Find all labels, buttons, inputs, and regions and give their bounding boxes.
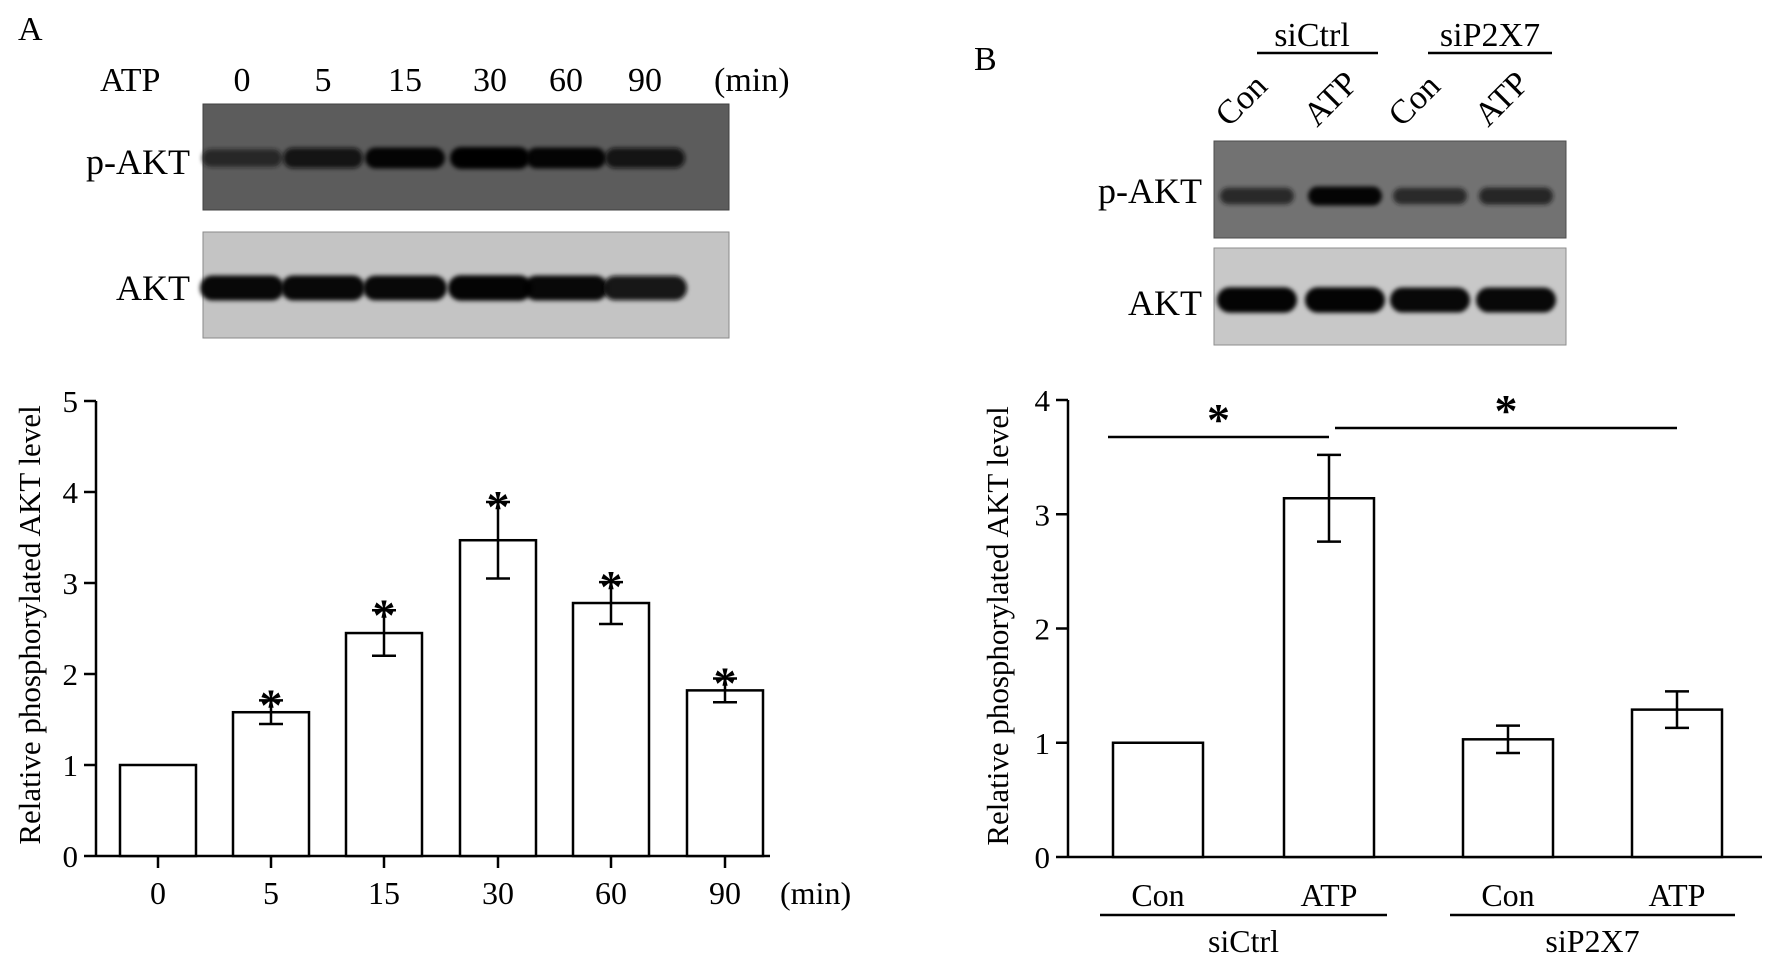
chart-a-ylabel: Relative phosphorylated AKT level [12,405,47,844]
blot-band [281,275,365,301]
significance-mark: * [373,589,396,640]
blot-band [1217,287,1297,313]
panel-a-blot: ATP 0 5 15 30 60 90 (min) p-AKT AKT [86,62,790,339]
panel-a-letter: A [18,11,43,48]
x-tick-label: 30 [482,875,514,911]
blot-a-lane-label: 15 [388,62,422,99]
blot-a-lane-label: 30 [473,62,507,99]
blot-band [200,275,284,301]
bar [1461,738,1555,859]
blot-b-lane-label: Con [1208,67,1274,133]
bar [231,710,311,858]
y-tick-label: 1 [1035,726,1051,761]
group-label: siP2X7 [1545,923,1639,959]
bar [685,689,765,858]
blot-a-lane-label: 60 [549,62,583,99]
blot-band [202,149,282,167]
blot-band [1220,187,1294,205]
y-tick-label: 2 [1035,612,1051,647]
blot-a-row-label-total: AKT [116,268,190,308]
x-tick-label: Con [1131,877,1184,913]
chart-b: Relative phosphorylated AKT level 0 1 2 3 4 C… [980,383,1762,959]
comparison-significance: * [1495,385,1518,436]
blot-a-bands-phospho [202,147,685,169]
group-label: siCtrl [1208,923,1279,959]
blot-b-bands-total [1217,287,1556,313]
bar [118,763,198,858]
blot-band [1390,287,1470,313]
blot-a-treatment-label: ATP [100,62,160,99]
blot-band [283,147,363,169]
blot-band [526,147,606,169]
blot-b-lane-label: Con [1381,67,1447,133]
bar [1111,741,1205,859]
blot-b-lane-label: ATP [1296,65,1365,134]
blot-band [524,275,608,301]
y-tick-label: 5 [63,384,79,419]
chart-a: Relative phosphorylated AKT level 0 1 2 3 4 5… [12,384,851,911]
bar [344,631,424,858]
blot-band [605,147,685,169]
x-tick-label: Con [1481,877,1534,913]
blot-b-bands-phospho [1220,186,1553,206]
bar [458,538,538,858]
y-tick-label: 3 [1035,497,1051,532]
chart-a-marks: 0 1 2 3 4 5 0 * 5 * 15 * 30 * 60 * 90 [63,384,770,911]
blot-band [448,275,532,301]
x-tick-label: 60 [595,875,627,911]
x-tick-label: 15 [368,875,400,911]
blot-a-unit-label: (min) [714,62,790,99]
y-tick-label: 3 [63,566,79,601]
blot-band [365,147,445,169]
blot-a-lane-label: 0 [234,62,251,99]
y-tick-label: 4 [63,475,79,510]
y-tick-label: 4 [1035,383,1051,418]
blot-band [1305,287,1385,313]
chart-b-marks: 0 1 2 3 4 Con ATP Con ATP * * siCtrl siP2X7 [1035,383,1762,959]
comparison-significance: * [1207,394,1230,445]
x-tick-label: 0 [150,875,166,911]
panel-a: A ATP 0 5 15 30 60 90 (min) p-AKT AKT Relativ… [12,11,851,911]
significance-mark: * [260,679,283,730]
y-tick-label: 1 [63,748,79,783]
blot-b-row-label-phospho: p-AKT [1098,171,1202,211]
chart-a-x-unit: (min) [780,875,851,911]
blot-band [603,275,687,301]
x-tick-label: 5 [263,875,279,911]
y-tick-label: 2 [63,657,79,692]
blot-band [1476,287,1556,313]
blot-b-lane-labels: Con ATP Con ATP [1208,65,1536,134]
blot-a-row-label-phospho: p-AKT [86,142,190,182]
blot-b-row-label-total: AKT [1128,283,1202,323]
blot-b-group-label-sictrl: siCtrl [1274,17,1350,54]
chart-b-ylabel: Relative phosphorylated AKT level [980,406,1015,845]
blot-a-bands-total [200,275,687,301]
y-tick-label: 0 [1035,840,1051,875]
y-tick-label: 0 [63,839,79,874]
bar [1282,497,1376,859]
blot-band [1393,187,1467,205]
x-tick-label: ATP [1649,877,1706,913]
blot-a-lane-label: 5 [315,62,332,99]
blot-band [363,275,447,301]
blot-a-lane-label: 90 [628,62,662,99]
blot-band [1479,187,1553,205]
panel-b-blot: siCtrl siP2X7 Con ATP Con ATP p-AKT AKT [1098,17,1567,346]
panel-b: B siCtrl siP2X7 Con ATP Con ATP p-AKT AKT R… [974,17,1762,959]
bar [1630,708,1724,859]
blot-a-lane-labels: 0 5 15 30 60 90 [234,62,663,99]
panel-b-letter: B [974,41,997,78]
blot-band [1308,186,1382,206]
bar [571,601,651,858]
x-tick-label: ATP [1301,877,1358,913]
blot-b-lane-label: ATP [1467,65,1536,134]
significance-mark: * [714,658,737,709]
blot-band [450,147,530,169]
significance-mark: * [600,561,623,612]
significance-mark: * [487,481,510,532]
blot-b-group-label-sip2x7: siP2X7 [1440,17,1540,54]
x-tick-label: 90 [709,875,741,911]
